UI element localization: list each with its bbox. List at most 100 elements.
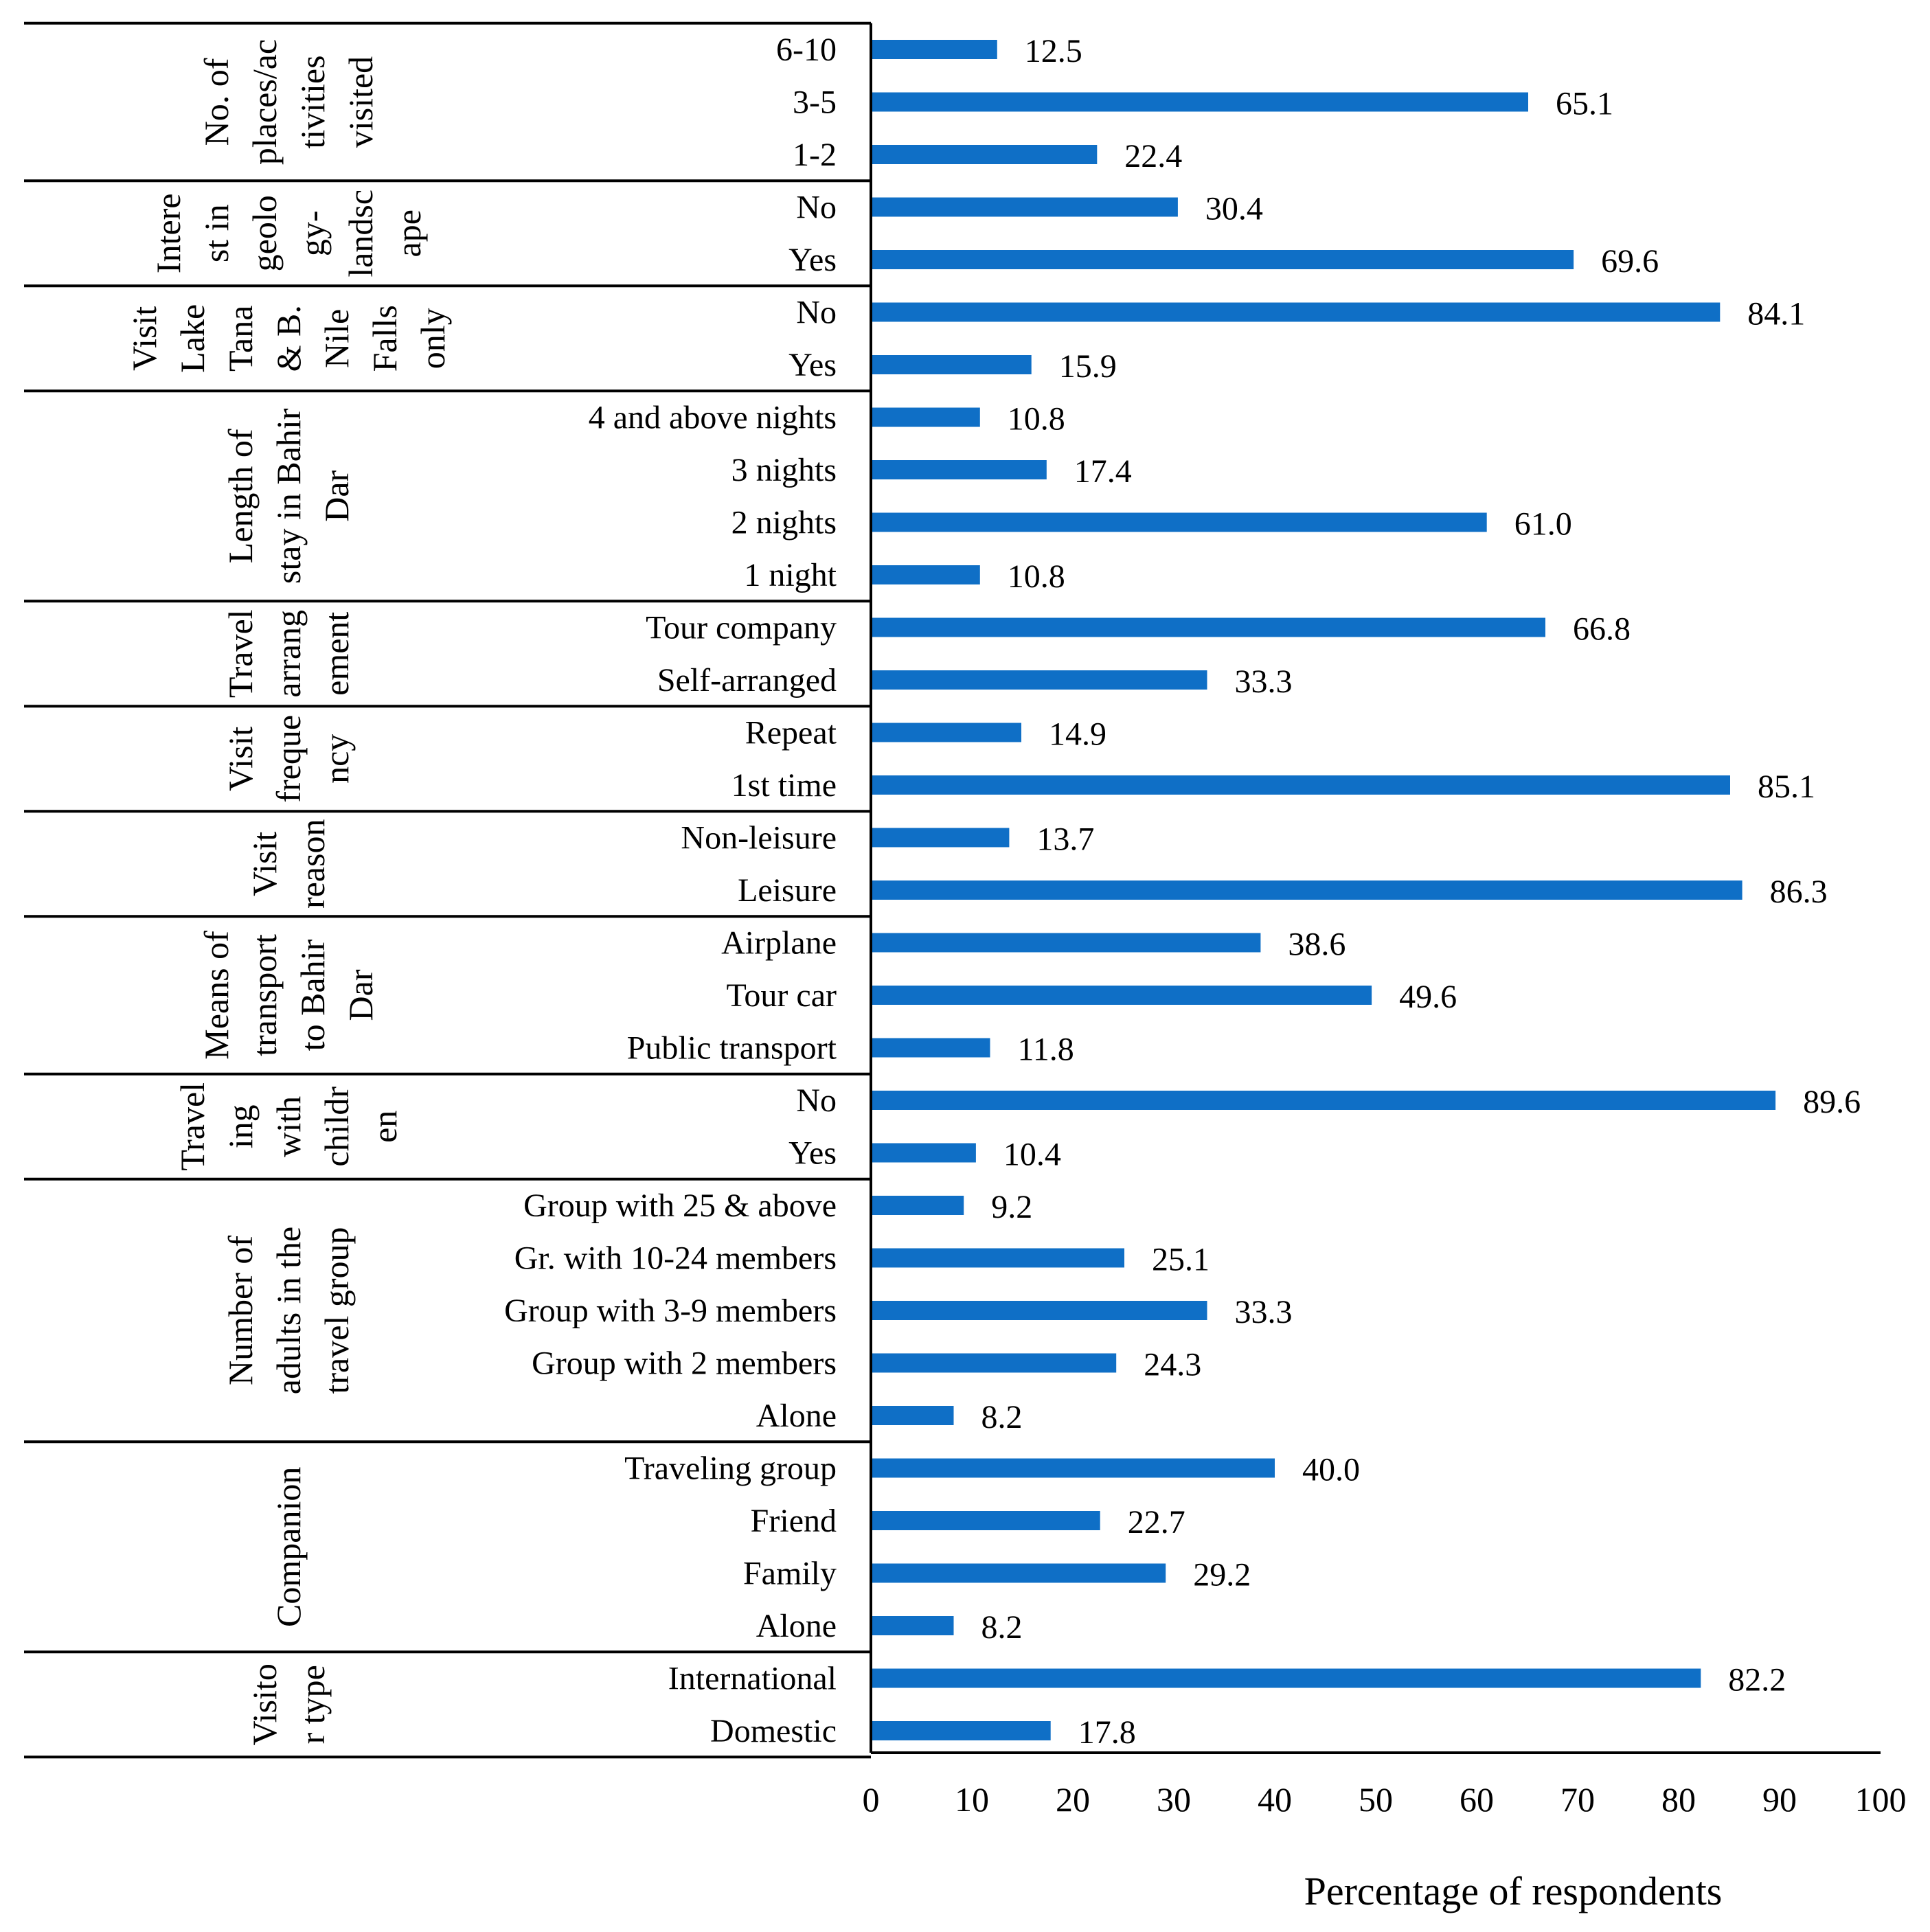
- category-label: Group with 2 members: [532, 1345, 837, 1382]
- category-label: Airplane: [721, 925, 837, 962]
- bar-g9-i1: [871, 1248, 1124, 1268]
- group-label-line: geolo: [245, 195, 284, 271]
- bar-g7-i0: [871, 933, 1261, 953]
- group-label-line: places/ac: [245, 39, 284, 165]
- group-label-line: ncy: [317, 734, 356, 784]
- bar-g5-i0: [871, 723, 1021, 742]
- category-label: No: [796, 1082, 837, 1119]
- data-label: 69.6: [1601, 243, 1659, 280]
- x-tick-label: 90: [1762, 1780, 1797, 1819]
- data-label: 11.8: [1018, 1032, 1074, 1068]
- data-label: 89.6: [1803, 1084, 1861, 1120]
- group-label-line: Tana: [221, 306, 260, 372]
- category-label: Self-arranged: [657, 662, 837, 698]
- group-label-line: transport: [245, 934, 284, 1056]
- x-tick-label: 30: [1157, 1780, 1191, 1819]
- data-label: 33.3: [1235, 663, 1293, 700]
- data-label: 8.2: [981, 1399, 1023, 1435]
- category-label: Repeat: [745, 715, 837, 751]
- group-label-line: stay in Bahir: [269, 408, 308, 584]
- group-label-line: st in: [197, 204, 236, 262]
- bar-g3-i0: [871, 407, 980, 427]
- x-tick-label: 70: [1560, 1780, 1595, 1819]
- data-label: 10.8: [1008, 401, 1065, 437]
- bar-g3-i1: [871, 460, 1047, 479]
- category-label: Non-leisure: [681, 820, 837, 856]
- group-label-line: ement: [317, 612, 356, 696]
- bar-g5-i1: [871, 775, 1730, 795]
- category-label: Friend: [751, 1503, 837, 1539]
- group-label-line: Visit: [245, 832, 284, 896]
- bar-g1-i0: [871, 197, 1178, 217]
- data-label: 10.8: [1008, 558, 1065, 595]
- group-label-line: Travel: [221, 609, 260, 698]
- category-label: Tour car: [726, 977, 837, 1014]
- group-label-line: freque: [269, 715, 308, 803]
- category-label: 4 and above nights: [589, 400, 837, 436]
- group-label-line: Nile: [317, 309, 356, 368]
- data-label: 38.6: [1288, 927, 1346, 963]
- bar-g9-i3: [871, 1353, 1117, 1373]
- group-label-line: Companion: [269, 1467, 308, 1627]
- group-label-line: childr: [317, 1087, 356, 1167]
- bar-g9-i2: [871, 1301, 1207, 1320]
- data-label: 86.3: [1770, 874, 1828, 910]
- group-label: Length of stay in Bahir Dar: [221, 408, 356, 584]
- category-label: No: [796, 295, 837, 331]
- group-label-line: Intere: [149, 194, 188, 274]
- category-label: 1 night: [744, 557, 837, 593]
- bar-g7-i2: [871, 1038, 990, 1058]
- bar-g4-i0: [871, 617, 1545, 637]
- data-label: 14.9: [1049, 716, 1106, 753]
- group-label-line: & B.: [269, 305, 308, 372]
- x-tick-label: 80: [1661, 1780, 1696, 1819]
- group-label-line: en: [365, 1111, 404, 1143]
- category-label: 1st time: [731, 767, 837, 804]
- x-tick-label: 40: [1258, 1780, 1292, 1819]
- data-label: 22.4: [1124, 138, 1182, 174]
- group-label: Travel arrang ement: [221, 609, 356, 698]
- category-label: Alone: [756, 1398, 837, 1434]
- x-tick-label: 10: [955, 1780, 989, 1819]
- category-label: Yes: [788, 1135, 837, 1172]
- group-label-line: Length of: [221, 429, 260, 563]
- bars: [871, 40, 1776, 1740]
- category-label: Group with 25 & above: [523, 1187, 837, 1224]
- group-label-line: Dar: [341, 969, 380, 1021]
- category-label: Tour company: [646, 610, 837, 646]
- bar-g11-i0: [871, 1668, 1701, 1688]
- category-label: 2 nights: [731, 505, 837, 541]
- data-label: 8.2: [981, 1609, 1023, 1646]
- group-label-line: ing: [221, 1104, 260, 1148]
- bar-g0-i0: [871, 40, 997, 59]
- group-label: Visit freque ncy: [221, 715, 356, 803]
- category-labels: 6-10 3-5 1-2 No Yes No Yes 4 and above nights 3 …: [504, 32, 837, 1749]
- group-label: Visito r type: [245, 1663, 332, 1745]
- category-label: Alone: [756, 1608, 837, 1644]
- bar-g2-i0: [871, 302, 1721, 322]
- data-label: 40.0: [1302, 1452, 1360, 1488]
- data-label: 84.1: [1747, 296, 1805, 332]
- data-label: 30.4: [1205, 191, 1263, 227]
- category-label: Gr. with 10-24 members: [514, 1240, 837, 1277]
- group-label-line: Falls: [365, 305, 404, 372]
- value-labels: 12.565.122.430.469.684.115.910.817.461.0…: [981, 33, 1861, 1751]
- group-label-line: Visit: [125, 306, 163, 371]
- data-label: 33.3: [1235, 1294, 1293, 1330]
- data-label: 65.1: [1556, 86, 1613, 122]
- category-label: 3-5: [793, 84, 837, 121]
- category-label: Public transport: [627, 1030, 837, 1067]
- group-label: Visit Lake Tana & B. Nile Falls only: [125, 304, 452, 373]
- group-label-line: landsc: [341, 190, 380, 277]
- data-label: 49.6: [1399, 979, 1457, 1015]
- category-label: Yes: [788, 242, 837, 278]
- x-axis-title: Percentage of respondents: [1304, 1869, 1723, 1913]
- bar-g10-i3: [871, 1616, 954, 1635]
- group-label: Means of transport to Bahir Dar: [197, 931, 380, 1060]
- data-label: 25.1: [1152, 1242, 1210, 1278]
- category-label: Group with 3-9 members: [504, 1293, 837, 1329]
- data-label: 66.8: [1573, 611, 1631, 648]
- x-tick-label: 60: [1460, 1780, 1494, 1819]
- group-label-line: reason: [293, 819, 332, 909]
